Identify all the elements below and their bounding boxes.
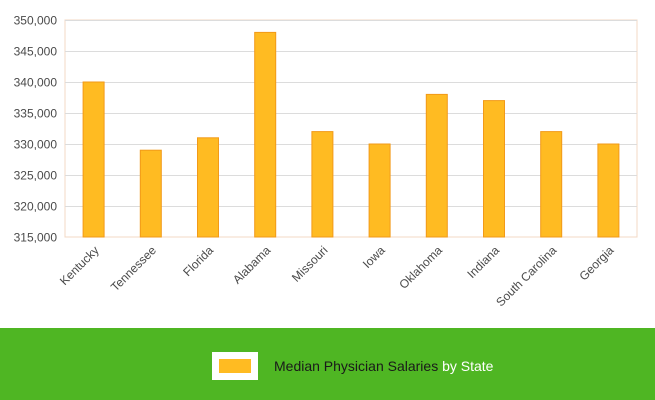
bar-alabama <box>254 31 277 238</box>
y-tick-label: 315,000 <box>14 231 58 245</box>
x-tick-label: Alabama <box>230 243 274 287</box>
y-tick-label: 345,000 <box>14 45 58 59</box>
legend-swatch <box>219 359 251 373</box>
bar-chart: 315,000 320,000 325,000 330,000 335,000 340,0… <box>14 14 638 309</box>
x-tick-label: Florida <box>180 243 216 279</box>
chart-area: 315,000 320,000 325,000 330,000 335,000 340,0… <box>13 13 638 310</box>
y-tick-label: 335,000 <box>14 107 58 121</box>
legend-label: Median Physician Salaries by State <box>274 358 493 374</box>
bar-kentucky <box>82 81 105 238</box>
y-tick-label: 330,000 <box>14 138 58 152</box>
x-tick-label: Oklahoma <box>396 243 445 292</box>
y-tick-label: 340,000 <box>14 76 58 90</box>
x-tick-label: Indiana <box>464 243 502 281</box>
bar-oklahoma <box>425 93 448 238</box>
x-tick-label: Kentucky <box>57 243 102 288</box>
x-tick-label: Missouri <box>289 243 330 284</box>
y-axis-ticks: 315,000 320,000 325,000 330,000 335,000 340,0… <box>14 14 58 245</box>
legend-suffix: by State <box>438 358 494 374</box>
bar-iowa <box>368 143 391 238</box>
bar-tennessee <box>139 149 162 238</box>
legend-band: Median Physician Salaries by State <box>0 328 655 400</box>
x-tick-label: South Carolina <box>493 243 559 309</box>
x-tick-label: Tennessee <box>108 243 159 294</box>
legend-series-name: Median Physician Salaries <box>274 358 439 374</box>
bars <box>82 31 620 238</box>
bar-indiana <box>483 100 505 238</box>
x-tick-label: Iowa <box>360 243 388 271</box>
legend-key <box>212 352 258 380</box>
bar-georgia <box>597 143 620 238</box>
x-axis-ticks: Kentucky Tennessee Florida Alabama Missouri I… <box>57 243 617 309</box>
bar-south-carolina <box>540 131 563 238</box>
y-tick-label: 350,000 <box>14 14 58 28</box>
y-tick-label: 320,000 <box>14 200 58 214</box>
x-tick-label: Georgia <box>576 243 616 283</box>
y-tick-label: 325,000 <box>14 169 58 183</box>
bar-florida <box>197 137 219 238</box>
bar-missouri <box>311 131 334 238</box>
